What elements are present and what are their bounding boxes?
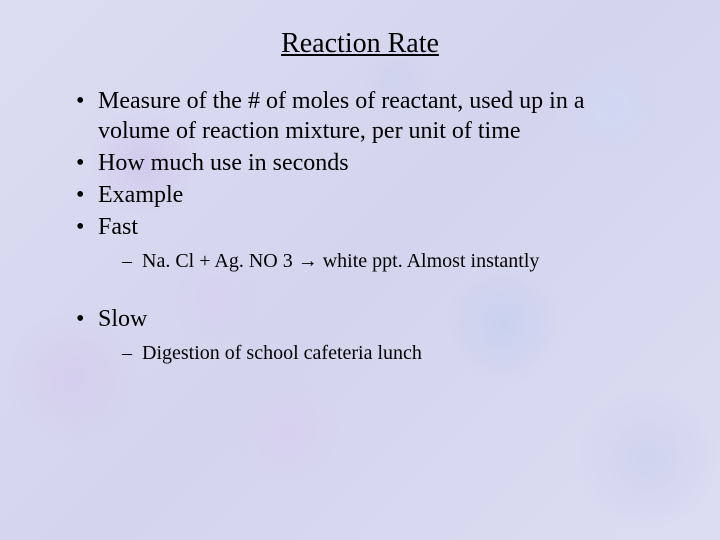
sub-bullet-list: Na. Cl + Ag. NO 3 → white ppt. Almost in…: [98, 248, 660, 274]
slide-title: Reaction Rate: [0, 28, 720, 60]
sub-bullet-item: Digestion of school cafeteria lunch: [98, 340, 660, 366]
slide-content: Measure of the # of moles of reactant, u…: [0, 86, 720, 366]
bullet-item: Fast Na. Cl + Ag. NO 3 → white ppt. Almo…: [70, 212, 660, 274]
bullet-item: Slow Digestion of school cafeteria lunch: [70, 304, 660, 366]
bullet-item: Measure of the # of moles of reactant, u…: [70, 86, 660, 146]
bullet-item: How much use in seconds: [70, 148, 660, 178]
sub-bullet-item: Na. Cl + Ag. NO 3 → white ppt. Almost in…: [98, 248, 660, 274]
bullet-item: Example: [70, 180, 660, 210]
bullet-text: Fast: [98, 214, 138, 240]
spacer: [70, 276, 660, 304]
sub-bullet-list: Digestion of school cafeteria lunch: [98, 340, 660, 366]
bullet-text: Slow: [98, 306, 147, 332]
bullet-list: Measure of the # of moles of reactant, u…: [70, 86, 660, 274]
bullet-list: Slow Digestion of school cafeteria lunch: [70, 304, 660, 366]
